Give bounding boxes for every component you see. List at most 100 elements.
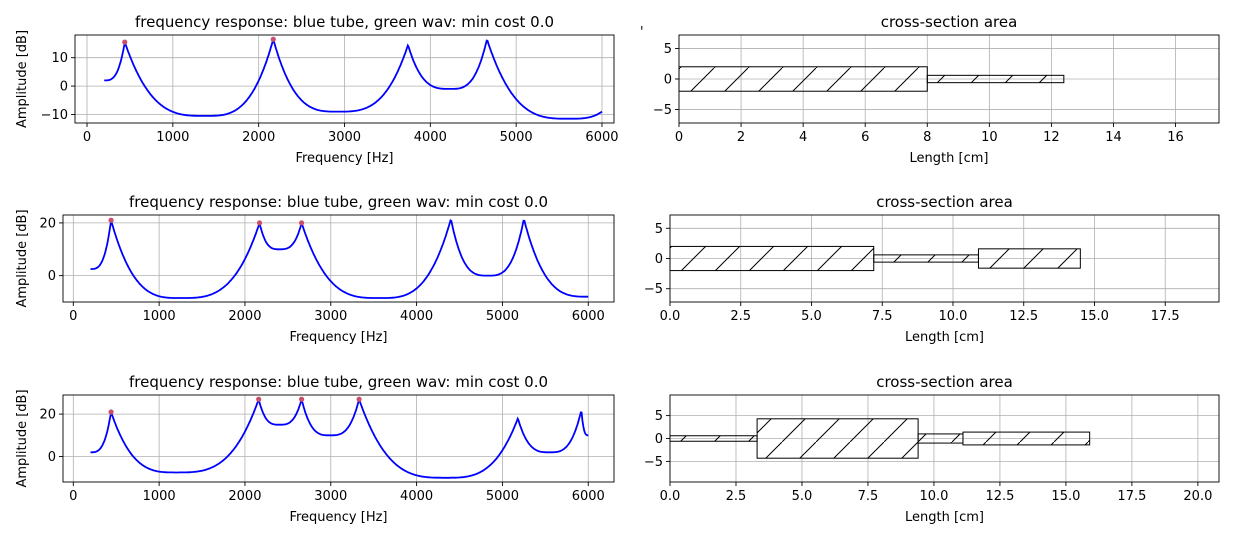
peak-marker bbox=[256, 220, 263, 226]
peak-marker bbox=[356, 396, 362, 402]
peak-marker bbox=[108, 217, 114, 223]
tube-response-curve bbox=[104, 37, 603, 120]
tube-section bbox=[669, 435, 758, 442]
x-tick-label: 0 bbox=[83, 130, 91, 145]
y-tick-label: −5 bbox=[653, 103, 672, 118]
x-axis-label: Frequency [Hz] bbox=[289, 510, 387, 525]
peak-marker bbox=[256, 396, 262, 402]
x-tick-label: 2000 bbox=[228, 309, 261, 324]
x-tick-label: 5000 bbox=[486, 489, 519, 504]
x-tick-label: 12 bbox=[1043, 130, 1060, 145]
y-tick-label: 20 bbox=[39, 408, 56, 423]
x-tick-label: 5000 bbox=[486, 309, 519, 324]
y-tick-label: 0 bbox=[655, 432, 663, 447]
x-tick-label: 5.0 bbox=[801, 309, 822, 324]
x-tick-label: 15.0 bbox=[1051, 489, 1080, 504]
tube-section bbox=[962, 431, 1091, 446]
y-tick-label: 0 bbox=[48, 450, 56, 465]
x-tick-label: 0 bbox=[69, 489, 77, 504]
x-tick-label: 7.5 bbox=[872, 309, 893, 324]
x-tick-label: 0 bbox=[675, 130, 683, 145]
tube-section bbox=[678, 66, 928, 92]
axes-frame bbox=[62, 394, 615, 483]
subplot-4: 0.0 2.5 5.0 7.5 10.0 12.5 15.0 17.5 −5 0 5 cross-se… bbox=[644, 193, 1220, 345]
y-tick-label: 5 bbox=[664, 42, 672, 57]
x-axis-label: Frequency [Hz] bbox=[289, 330, 387, 345]
x-tick-label: 7.5 bbox=[858, 489, 879, 504]
x-tick-label: 12.5 bbox=[985, 489, 1014, 504]
axes-frame bbox=[62, 214, 615, 303]
x-tick-label: 4000 bbox=[400, 309, 433, 324]
x-tick-label: 5.0 bbox=[792, 489, 813, 504]
peak-marker bbox=[298, 396, 305, 402]
x-tick-label: 1000 bbox=[143, 489, 176, 504]
tube-section bbox=[917, 433, 964, 444]
y-tick-label: 5 bbox=[655, 409, 663, 424]
peak-marker bbox=[298, 220, 305, 226]
x-tick-label: 2000 bbox=[228, 489, 261, 504]
peak-marker bbox=[270, 36, 276, 42]
x-tick-label: 1000 bbox=[156, 130, 189, 145]
subplot-title: cross-section area bbox=[881, 13, 1018, 31]
x-axis-label: Length [cm] bbox=[905, 330, 984, 345]
y-axis-label: Amplitude [dB] bbox=[15, 209, 30, 307]
x-tick-label: 5000 bbox=[500, 130, 533, 145]
x-tick-label: 2.5 bbox=[726, 489, 747, 504]
x-tick-label: 1000 bbox=[143, 309, 176, 324]
subplot-3: 0 1000 2000 3000 4000 5000 6000 0 20 frequency re… bbox=[15, 193, 615, 345]
x-tick-label: 6 bbox=[861, 130, 869, 145]
peak-marker bbox=[108, 409, 114, 415]
x-tick-label: 10.0 bbox=[919, 489, 948, 504]
x-axis-label: Frequency [Hz] bbox=[295, 151, 393, 166]
x-tick-label: 17.5 bbox=[1117, 489, 1146, 504]
x-axis-label: Length [cm] bbox=[910, 151, 989, 166]
x-tick-label: 10 bbox=[981, 130, 998, 145]
x-tick-label: 4 bbox=[799, 130, 807, 145]
subplot-title: frequency response: blue tube, green wav… bbox=[129, 373, 548, 391]
tube-section bbox=[873, 254, 979, 263]
x-tick-label: 20.0 bbox=[1183, 489, 1212, 504]
x-tick-label: 0.0 bbox=[660, 309, 681, 324]
x-tick-label: 6000 bbox=[572, 309, 605, 324]
x-tick-label: 2000 bbox=[242, 130, 275, 145]
tube-response-curve bbox=[90, 218, 589, 299]
x-tick-label: 0.0 bbox=[660, 489, 681, 504]
x-tick-label: 8 bbox=[923, 130, 931, 145]
subplot-title: frequency response: blue tube, green wav… bbox=[135, 13, 554, 31]
subplot-title: cross-section area bbox=[876, 193, 1013, 211]
y-tick-label: 20 bbox=[39, 216, 56, 231]
y-tick-label: 5 bbox=[655, 222, 663, 237]
subplot-title: cross-section area bbox=[876, 373, 1013, 391]
tube-section bbox=[756, 418, 919, 459]
x-tick-label: 17.5 bbox=[1151, 309, 1180, 324]
x-tick-label: 3000 bbox=[314, 309, 347, 324]
y-tick-label: −10 bbox=[41, 108, 68, 123]
subplots-group: 0 1000 2000 3000 4000 5000 6000−10010frequency… bbox=[15, 13, 1220, 525]
x-tick-label: 10.0 bbox=[939, 309, 968, 324]
subplot-title: frequency response: blue tube, green wav… bbox=[129, 193, 548, 211]
y-axis-label: Amplitude [dB] bbox=[15, 389, 30, 487]
y-tick-label: −5 bbox=[644, 455, 663, 470]
y-axis-label: Amplitude [dB] bbox=[15, 30, 30, 128]
y-tick-label: 0 bbox=[60, 80, 68, 95]
peak-marker bbox=[122, 39, 128, 45]
tube-response-curve bbox=[90, 397, 589, 479]
y-tick-label: 10 bbox=[51, 51, 68, 66]
tube-section bbox=[977, 248, 1081, 269]
subplot-1: 0 1000 2000 3000 4000 5000 6000 −10 0 10 frequency… bbox=[15, 13, 619, 166]
y-tick-label: −5 bbox=[644, 282, 663, 297]
subplot-5: 0 1000 2000 3000 4000 5000 6000 0 20 frequency re… bbox=[15, 373, 615, 525]
x-tick-label: 16 bbox=[1167, 130, 1184, 145]
x-tick-label: 6000 bbox=[585, 130, 618, 145]
x-tick-label: 4000 bbox=[400, 489, 433, 504]
x-tick-label: 12.5 bbox=[1009, 309, 1038, 324]
x-tick-label: 2.5 bbox=[730, 309, 751, 324]
subplot-6: 0.0 2.5 5.0 7.5 10.0 12.5 15.0 17.5 20.0 −5 0 5 cros… bbox=[644, 373, 1220, 525]
tube-section bbox=[926, 74, 1065, 84]
x-tick-label: 2 bbox=[737, 130, 745, 145]
x-tick-label: 3000 bbox=[328, 130, 361, 145]
x-tick-label: 4000 bbox=[414, 130, 447, 145]
y-tick-label: 0 bbox=[664, 73, 672, 88]
x-axis-label: Length [cm] bbox=[905, 510, 984, 525]
